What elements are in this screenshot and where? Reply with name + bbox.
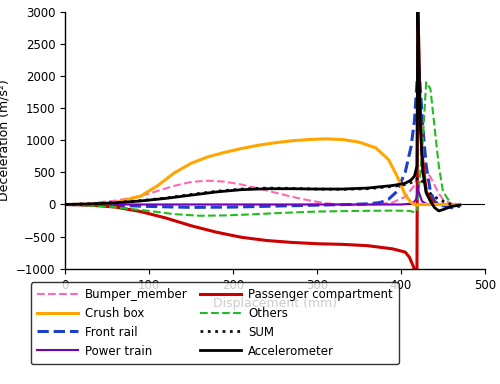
Y-axis label: Deceleration (m/s²): Deceleration (m/s²) <box>0 79 10 201</box>
X-axis label: Displacement (mm): Displacement (mm) <box>213 297 337 310</box>
Legend: Bumper_member, Crush box, Front rail, Power train, Passenger compartment, Others: Bumper_member, Crush box, Front rail, Po… <box>31 282 399 364</box>
